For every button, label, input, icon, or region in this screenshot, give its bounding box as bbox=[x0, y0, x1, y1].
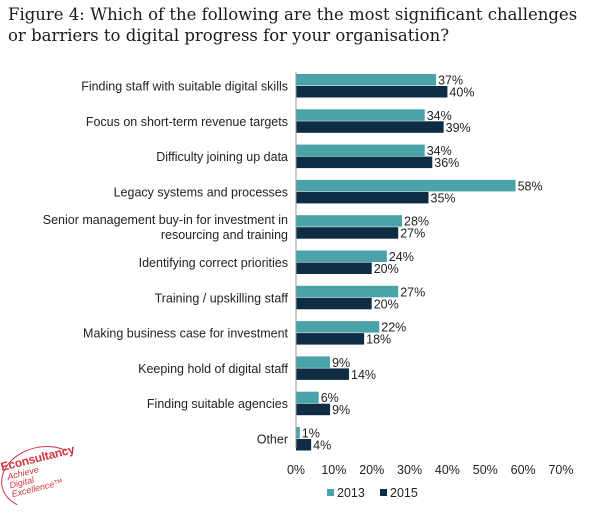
data-label-2015: 9% bbox=[332, 403, 350, 417]
data-label-2013: 22% bbox=[381, 321, 406, 335]
data-label-2013: 28% bbox=[404, 215, 429, 229]
legend: 2013 2015 bbox=[327, 486, 418, 500]
category-label: Identifying correct priorities bbox=[139, 256, 288, 270]
bar-2013 bbox=[296, 74, 437, 86]
bar-2013 bbox=[296, 391, 319, 404]
bar-2013 bbox=[296, 250, 387, 262]
data-label-2013: 34% bbox=[427, 144, 452, 158]
data-label-2015: 14% bbox=[351, 368, 376, 382]
bar-2013 bbox=[296, 427, 300, 439]
bar-2015 bbox=[296, 156, 433, 169]
x-tick-label: 70% bbox=[548, 463, 573, 477]
category-label: Making business case for investment bbox=[83, 327, 288, 341]
bar-2015 bbox=[296, 86, 448, 98]
bar-2015 bbox=[296, 262, 372, 274]
data-label-2013: 27% bbox=[400, 285, 425, 299]
data-label-2015: 35% bbox=[431, 191, 456, 205]
x-axis: 0% 10% 20% 30% 40% 50% 60% 70% bbox=[287, 72, 574, 477]
x-tick-label: 10% bbox=[321, 463, 346, 477]
bar-2013 bbox=[296, 356, 331, 368]
data-label-2013: 9% bbox=[332, 356, 350, 370]
category-label: Finding staff with suitable digital skil… bbox=[81, 80, 288, 94]
category-label: Focus on short-term revenue targets bbox=[86, 115, 288, 129]
x-tick-label: 30% bbox=[397, 463, 422, 477]
data-label-2015: 20% bbox=[374, 262, 399, 276]
data-label-2013: 24% bbox=[389, 250, 414, 264]
category-labels-layer: Finding staff with suitable digital skil… bbox=[43, 80, 289, 447]
bars-layer: 37%40%34%39%34%36%58%35%28%27%24%20%27%2… bbox=[296, 74, 543, 453]
legend-label-2015: 2015 bbox=[390, 486, 418, 500]
bar-2015 bbox=[296, 121, 444, 133]
category-label: Keeping hold of digital staff bbox=[138, 362, 288, 376]
category-label: Training / upskilling staff bbox=[155, 291, 289, 305]
data-label-2013: 58% bbox=[518, 179, 543, 193]
bar-2013 bbox=[296, 321, 380, 333]
data-label-2015: 40% bbox=[449, 86, 474, 100]
bar-2013 bbox=[296, 179, 516, 192]
x-tick-label: 20% bbox=[359, 463, 384, 477]
data-label-2013: 6% bbox=[321, 391, 339, 405]
x-tick-label: 40% bbox=[435, 463, 460, 477]
data-label-2013: 1% bbox=[302, 427, 320, 441]
bar-2013 bbox=[296, 285, 399, 298]
data-label-2015: 4% bbox=[313, 439, 331, 453]
bar-2015 bbox=[296, 227, 399, 239]
category-label: Difficulty joining up data bbox=[156, 150, 288, 164]
data-label-2015: 18% bbox=[366, 333, 391, 347]
category-label: Senior management buy-in for investment … bbox=[43, 213, 288, 242]
bar-2015 bbox=[296, 191, 429, 204]
bar-2015 bbox=[296, 403, 331, 416]
x-tick-label: 0% bbox=[287, 463, 305, 477]
bar-2015 bbox=[296, 333, 365, 345]
data-label-2015: 36% bbox=[434, 156, 459, 170]
bar-2013 bbox=[296, 144, 425, 157]
category-label: Finding suitable agencies bbox=[147, 397, 288, 411]
bar-2015 bbox=[296, 439, 312, 451]
data-label-2015: 27% bbox=[400, 227, 425, 241]
legend-swatch-2015 bbox=[380, 489, 387, 496]
data-label-2015: 39% bbox=[446, 121, 471, 135]
x-tick-label: 60% bbox=[511, 463, 536, 477]
legend-swatch-2013 bbox=[327, 489, 334, 496]
data-label-2013: 34% bbox=[427, 109, 452, 123]
bar-2015 bbox=[296, 297, 372, 310]
data-label-2015: 20% bbox=[374, 297, 399, 311]
bar-2013 bbox=[296, 215, 402, 227]
chart-title: Figure 4: Which of the following are the… bbox=[8, 5, 578, 45]
category-label: Legacy systems and processes bbox=[114, 185, 288, 199]
legend-label-2013: 2013 bbox=[337, 486, 365, 500]
category-label: Other bbox=[257, 433, 288, 447]
data-label-2013: 37% bbox=[438, 74, 463, 88]
x-tick-label: 50% bbox=[473, 463, 498, 477]
bar-2013 bbox=[296, 109, 425, 121]
bar-2015 bbox=[296, 368, 349, 380]
